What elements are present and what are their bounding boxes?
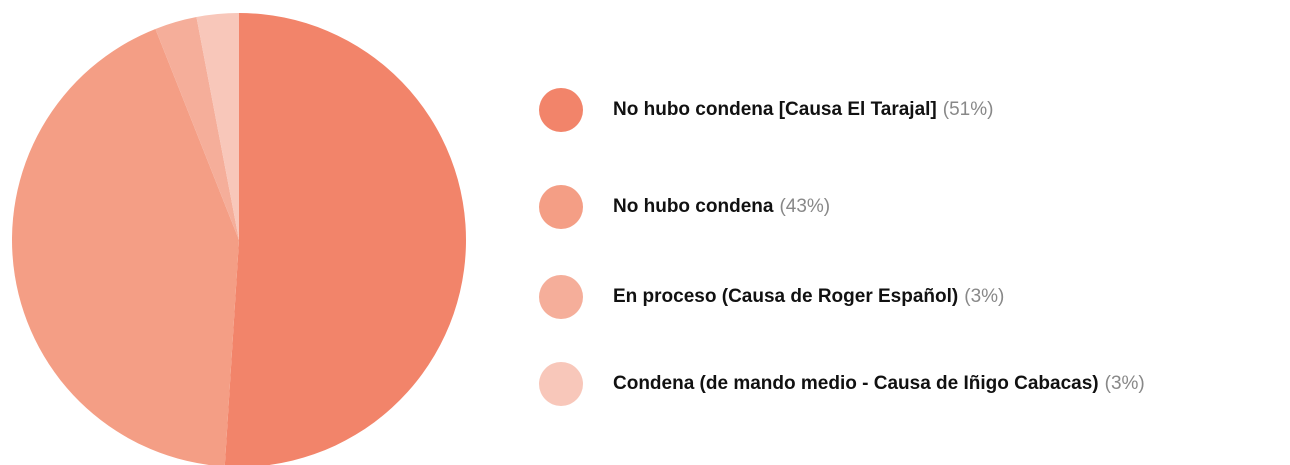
legend-name: En proceso (Causa de Roger Español) — [613, 286, 958, 307]
legend-value: (3%) — [964, 286, 1004, 307]
legend-name: Condena (de mando medio - Causa de Iñigo… — [613, 373, 1099, 394]
legend-value: (51%) — [943, 99, 994, 120]
pie-slice — [155, 17, 239, 240]
legend-value: (3%) — [1105, 373, 1145, 394]
legend-value: (43%) — [779, 196, 830, 217]
legend-label: En proceso (Causa de Roger Español) (3%) — [613, 286, 1004, 307]
legend-swatch — [539, 88, 583, 132]
legend-label: No hubo condena (43%) — [613, 196, 830, 217]
pie-slice — [12, 28, 239, 465]
legend-swatch — [539, 275, 583, 319]
pie-slice — [224, 13, 466, 465]
legend-name: No hubo condena [Causa El Tarajal] — [613, 99, 937, 120]
legend-swatch — [539, 362, 583, 406]
legend-label: No hubo condena [Causa El Tarajal] (51%) — [613, 99, 993, 120]
legend-name: No hubo condena — [613, 196, 774, 217]
pie-slice — [196, 13, 239, 240]
legend-label: Condena (de mando medio - Causa de Iñigo… — [613, 373, 1145, 394]
legend-swatch — [539, 185, 583, 229]
